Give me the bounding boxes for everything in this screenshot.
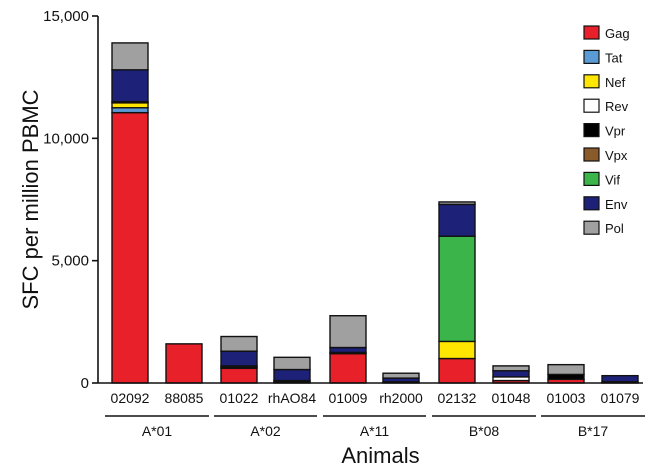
bar-rh2000-pol xyxy=(382,372,420,379)
bar-01079-env xyxy=(601,374,639,383)
legend-swatch-env xyxy=(583,196,600,211)
bar-02132-pol xyxy=(438,201,476,206)
bar-02092-tat xyxy=(111,107,149,114)
x-tick-label-01048: 01048 xyxy=(492,390,531,406)
x-tick-label-01009: 01009 xyxy=(329,390,368,406)
bar-01009-gag xyxy=(329,352,367,384)
legend-label-vif: Vif xyxy=(605,172,620,187)
bar-02132-env xyxy=(438,203,476,237)
group-brackets: A*01 A*02 A*11 B*08 B*17 xyxy=(105,415,645,439)
x-tick-label-rhAO84: rhAO84 xyxy=(268,390,316,406)
x-tick-label-02132: 02132 xyxy=(438,390,477,406)
legend-swatch-vif xyxy=(583,171,600,186)
legend-swatch-rev xyxy=(583,98,600,113)
y-tick-label: 0 xyxy=(81,375,89,392)
bar-01022-gag xyxy=(220,367,258,384)
y-axis: 0 5,000 10,000 15,000 xyxy=(43,8,99,392)
y-tick-label: 10,000 xyxy=(43,130,89,147)
legend-label-vpr: Vpr xyxy=(605,124,626,139)
y-axis-title: SFC per million PBMC xyxy=(18,89,43,309)
bar-01022-env xyxy=(220,350,258,367)
x-axis: 02092 88085 01022 rhAO84 01009 rh2000 02132 010… xyxy=(98,382,643,406)
bar-01048-env xyxy=(492,370,530,378)
bar-rhAO84-env xyxy=(273,368,311,382)
bar-02092-pol xyxy=(111,42,149,71)
x-tick-label-02092: 02092 xyxy=(111,390,150,406)
legend-swatch-tat xyxy=(583,49,600,65)
legend-label-env: Env xyxy=(605,197,628,212)
legend-swatch-vpr xyxy=(583,122,600,138)
x-tick-label-01003: 01003 xyxy=(547,390,586,406)
x-tick-label-rh2000: rh2000 xyxy=(379,390,423,406)
legend-swatch-gag xyxy=(583,25,600,40)
group-label-2: A*11 xyxy=(360,423,390,439)
bar-02092-gag xyxy=(111,111,149,384)
group-label-4: B*17 xyxy=(578,423,609,439)
group-label-3: B*08 xyxy=(469,423,500,439)
bar-01048-pol xyxy=(492,365,530,372)
legend-label-rev: Rev xyxy=(605,99,629,114)
bar-rhAO84-pol xyxy=(273,356,311,371)
bar-01003-vpr xyxy=(547,373,585,381)
legend-swatch-nef xyxy=(583,74,600,89)
bar-01009-env xyxy=(329,346,367,354)
group-label-0: A*01 xyxy=(142,423,173,439)
legend-label-tat: Tat xyxy=(605,50,623,65)
legend-label-gag: Gag xyxy=(605,26,630,41)
legend-label-pol: Pol xyxy=(605,221,624,236)
bar-02092-nef xyxy=(111,102,149,109)
legend: Gag Tat Nef Rev Vpr Vpx Vif Env Pol xyxy=(583,25,630,236)
legend-label-vpx: Vpx xyxy=(605,148,628,163)
x-axis-title: Animals xyxy=(341,443,419,468)
bars xyxy=(111,42,639,384)
y-tick-label: 5,000 xyxy=(51,253,89,270)
bar-01009-pol xyxy=(329,315,367,349)
y-tick-label: 15,000 xyxy=(43,8,89,25)
bar-02132-nef xyxy=(438,340,476,360)
legend-swatch-pol xyxy=(583,220,600,235)
bar-02132-vif xyxy=(438,235,476,343)
x-tick-label-01079: 01079 xyxy=(601,390,640,406)
x-tick-label-88085: 88085 xyxy=(165,390,204,406)
bar-01022-pol xyxy=(220,335,258,352)
legend-label-nef: Nef xyxy=(605,75,626,90)
group-label-1: A*02 xyxy=(250,423,281,439)
legend-swatch-vpx xyxy=(583,147,600,162)
bar-01003-pol xyxy=(547,363,585,376)
bar-02132-gag xyxy=(438,357,476,384)
x-tick-label-01022: 01022 xyxy=(220,390,259,406)
bar-02092-env xyxy=(111,69,149,103)
bar-88085-gag xyxy=(165,343,203,384)
